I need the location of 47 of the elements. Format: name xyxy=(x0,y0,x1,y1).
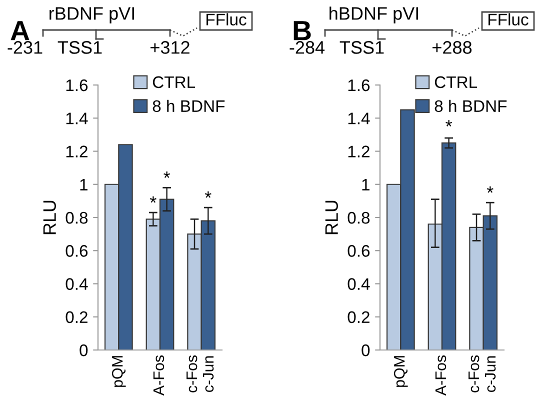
y-tick-label: 0.4 xyxy=(348,278,370,290)
text: +288 xyxy=(432,41,472,54)
y-tick-label: 1.4 xyxy=(66,112,88,124)
text: +312 xyxy=(150,41,190,54)
y-tick-label: 1.4 xyxy=(348,112,370,124)
text: A xyxy=(10,21,30,40)
y-tick-label: 0.8 xyxy=(348,212,370,224)
y-tick-label: 0.4 xyxy=(66,278,88,290)
y-tick-label: 0.6 xyxy=(348,245,370,257)
y-tick-label: 0 xyxy=(80,344,88,356)
text: hBDNF pVI xyxy=(330,6,418,24)
x-tick-label: pQM xyxy=(394,356,408,387)
y-tick-label: 1.2 xyxy=(66,146,88,158)
x-tick-label: pQM xyxy=(112,356,126,387)
text: TSS1 xyxy=(58,41,102,54)
annotation: * xyxy=(150,196,156,203)
text: -231 xyxy=(8,41,42,54)
x-tick-label: A-Fos xyxy=(435,355,446,396)
text: FFluc xyxy=(206,13,246,26)
legend-label: 8 h BDNF xyxy=(434,100,507,112)
y-tick-label: 0.8 xyxy=(66,212,88,224)
y-tick-label: 1.2 xyxy=(348,146,370,158)
text: TSS1 xyxy=(340,41,384,54)
y-tick-label: 1 xyxy=(362,178,370,190)
x-tick-label: A-Fos xyxy=(153,355,164,396)
y-tick-label: 1.6 xyxy=(348,79,370,92)
annotation: * xyxy=(164,172,170,178)
y-axis-title: RLU xyxy=(43,200,56,234)
y-tick-label: 0.2 xyxy=(66,311,88,324)
y-tick-label: 1.6 xyxy=(66,79,88,92)
y-tick-label: 0.6 xyxy=(66,245,88,257)
legend-label: CTRL xyxy=(434,76,478,88)
text: -284 xyxy=(290,41,325,54)
y-tick-label: 0 xyxy=(362,344,370,356)
text: FFluc xyxy=(488,13,528,26)
annotation: * xyxy=(204,191,212,198)
y-tick-label: 1 xyxy=(80,178,88,190)
y-tick-label: 0.2 xyxy=(348,311,370,324)
x-tick-label: c-Fos c-Jun xyxy=(468,355,496,392)
x-tick-label: c-Fos c-Jun xyxy=(186,355,214,392)
annotation: * xyxy=(446,120,452,127)
y-axis-title: RLU xyxy=(325,200,338,234)
annotation: * xyxy=(486,186,494,193)
legend-label: 8 h BDNF xyxy=(152,100,225,112)
text: rBDNF pVI xyxy=(50,7,134,24)
text: B xyxy=(294,21,311,40)
legend-label: CTRL xyxy=(152,76,196,88)
